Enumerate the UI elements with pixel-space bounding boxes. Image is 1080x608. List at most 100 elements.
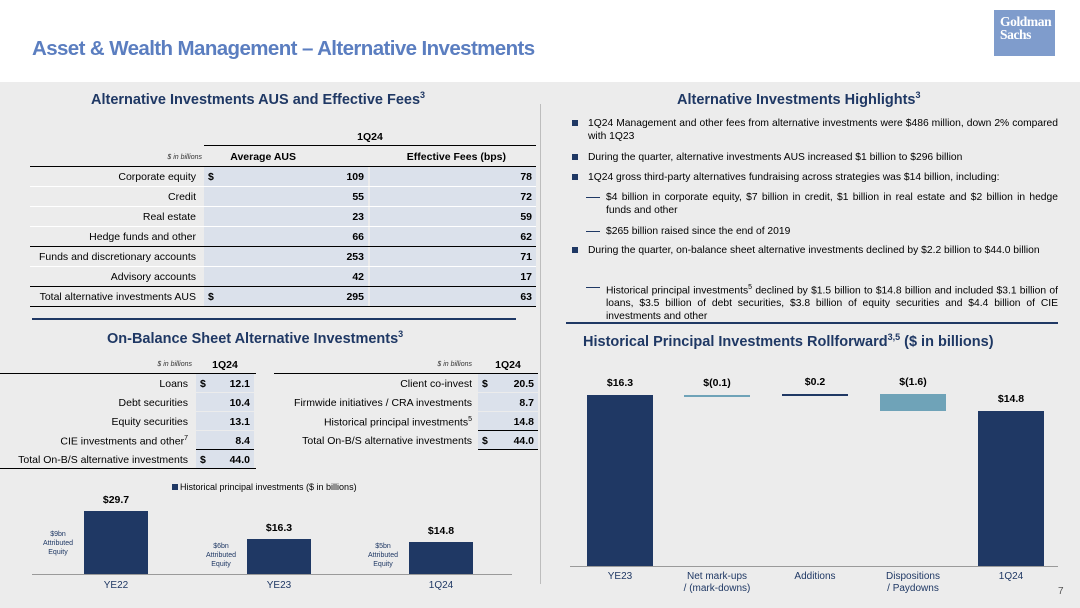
attributed-equity-note: $6bn Attributed Equity bbox=[197, 542, 245, 569]
aus-row-label: Advisory accounts bbox=[110, 271, 196, 283]
note-line: Equity bbox=[211, 561, 231, 568]
table-bottom-rule bbox=[30, 306, 536, 307]
aus-value: 66 bbox=[352, 231, 364, 243]
x-tick-label: Additions bbox=[765, 571, 865, 583]
header-rule bbox=[0, 373, 256, 374]
obs-shade bbox=[478, 374, 538, 392]
table-bottom-rule bbox=[478, 449, 538, 450]
aus-value: 23 bbox=[352, 211, 364, 223]
obs-shade bbox=[478, 431, 538, 449]
aus-value: 295 bbox=[346, 291, 364, 303]
highlight-bullet: During the quarter, alternative investme… bbox=[588, 152, 963, 163]
aus-shade bbox=[204, 207, 368, 226]
aus-row-label: Real estate bbox=[142, 211, 196, 223]
row-rule bbox=[30, 206, 536, 207]
legend-swatch bbox=[172, 484, 178, 490]
obs-row-label: Total On-B/S alternative investments bbox=[0, 454, 188, 466]
waterfall-bar bbox=[782, 393, 848, 397]
bar-value-label: $14.8 bbox=[427, 525, 455, 537]
obs-row-label: Debt securities bbox=[0, 397, 188, 409]
aus-shade bbox=[204, 287, 368, 306]
tick-line: / (mark-downs) bbox=[683, 583, 751, 594]
attributed-equity-note: $5bn Attributed Equity bbox=[359, 542, 407, 569]
bar bbox=[409, 542, 473, 574]
waterfall-bar bbox=[978, 410, 1044, 566]
obs-row-label: CIE investments and other7 bbox=[0, 435, 188, 448]
aus-shade bbox=[204, 187, 368, 206]
tick-line: Dispositions bbox=[886, 571, 940, 582]
waterfall-value-label: $0.2 bbox=[804, 375, 826, 388]
text: Loans bbox=[159, 378, 188, 390]
tick-line: / Paydowns bbox=[887, 583, 939, 594]
bullet-marker bbox=[572, 154, 578, 160]
x-tick-label: YE22 bbox=[103, 580, 129, 591]
aus-shade bbox=[204, 227, 368, 246]
note-line: Equity bbox=[48, 549, 68, 556]
obs-section-title: On-Balance Sheet Alternative Investments… bbox=[107, 329, 404, 347]
obs-row-label: Total On-B/S alternative investments bbox=[276, 435, 472, 447]
page-number: 7 bbox=[1058, 586, 1064, 597]
currency-symbol: $ bbox=[482, 378, 488, 390]
obs-row-label: Loans bbox=[0, 378, 188, 390]
waterfall-value-label: $16.3 bbox=[606, 377, 634, 389]
tick-line: YE23 bbox=[607, 571, 633, 582]
currency-symbol: $ bbox=[200, 378, 206, 390]
goldman-sachs-logo: Goldman Sachs bbox=[994, 10, 1055, 56]
fees-value: 62 bbox=[520, 231, 532, 243]
obs-value: 12.1 bbox=[229, 378, 250, 390]
text: CIE investments and other bbox=[60, 435, 185, 448]
obs-value: 13.1 bbox=[229, 416, 250, 428]
obs-shade bbox=[478, 393, 538, 411]
rollforward-section-title: Historical Principal Investments Rollfor… bbox=[583, 332, 994, 350]
aus-shade bbox=[370, 167, 536, 186]
fees-value: 59 bbox=[520, 211, 532, 223]
currency-symbol: $ bbox=[200, 454, 206, 466]
text: Equity securities bbox=[111, 416, 188, 428]
row-rule bbox=[30, 246, 536, 247]
aus-value: 253 bbox=[346, 251, 364, 263]
note-line: Attributed bbox=[206, 552, 236, 559]
text: Historical principal investments bbox=[323, 416, 469, 429]
fees-value: 78 bbox=[520, 171, 532, 183]
obs-row-label: Equity securities bbox=[0, 416, 188, 428]
aus-shade bbox=[204, 267, 368, 286]
table-bottom-rule bbox=[0, 468, 256, 469]
tick-line: Net mark-ups bbox=[686, 571, 747, 582]
x-axis bbox=[570, 566, 1058, 567]
obs-value: 20.5 bbox=[513, 378, 534, 390]
aus-shade bbox=[370, 207, 536, 226]
waterfall-bar bbox=[587, 395, 653, 566]
x-tick-label: Net mark-ups / (mark-downs) bbox=[667, 571, 767, 595]
obs-value: 14.8 bbox=[513, 416, 534, 428]
aus-col-average: Average AUS bbox=[230, 151, 296, 163]
text: Total On-B/S alternative investments bbox=[18, 454, 188, 466]
footnote-marker: 5 bbox=[468, 416, 472, 423]
highlight-sub-bullet: Historical principal investments5 declin… bbox=[606, 281, 1058, 323]
fees-value: 72 bbox=[520, 191, 532, 203]
dash-marker bbox=[586, 197, 600, 198]
bullet-marker bbox=[572, 120, 578, 126]
x-tick-label: Dispositions / Paydowns bbox=[863, 571, 963, 595]
bullet-marker bbox=[572, 247, 578, 253]
waterfall-bar bbox=[880, 393, 946, 411]
bullet-marker bbox=[572, 174, 578, 180]
aus-shade bbox=[204, 247, 368, 266]
bar bbox=[84, 511, 148, 574]
aus-value: 42 bbox=[352, 271, 364, 283]
obs-row-label: Historical principal investments5 bbox=[276, 416, 472, 429]
row-rule bbox=[30, 286, 536, 287]
section-rule bbox=[566, 322, 1058, 324]
text: declined by $1.5 billion to $14.8 billio… bbox=[606, 285, 1058, 323]
x-tick-label: YE23 bbox=[570, 571, 670, 583]
obs-shade bbox=[196, 412, 254, 430]
aus-shade bbox=[370, 247, 536, 266]
obs-shade bbox=[196, 393, 254, 411]
aus-row-label: Credit bbox=[167, 191, 196, 203]
obs-value: 8.4 bbox=[235, 435, 250, 447]
aus-period-header: 1Q24 bbox=[357, 131, 383, 143]
column-divider bbox=[540, 104, 541, 584]
page-title: Asset & Wealth Management – Alternative … bbox=[32, 37, 535, 60]
highlight-sub-bullet: $265 billion raised since the end of 201… bbox=[606, 226, 791, 237]
total-rule bbox=[196, 449, 254, 450]
